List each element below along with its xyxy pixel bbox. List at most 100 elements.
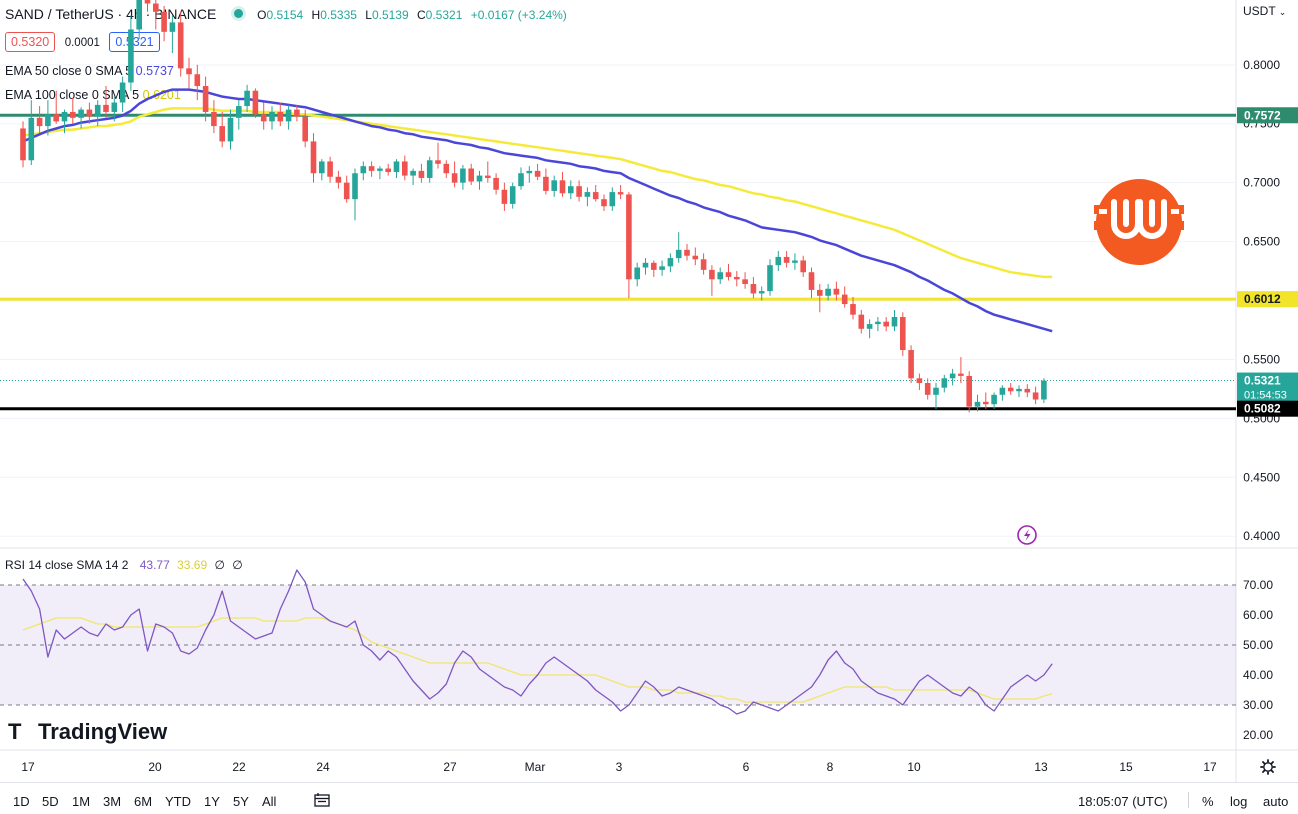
candle-body	[302, 116, 308, 142]
price-tick-label: 0.4000	[1243, 529, 1280, 543]
candle-body	[501, 189, 508, 204]
time-tick-label: Mar	[525, 760, 546, 774]
rsi-tick-label: 30.00	[1243, 698, 1273, 712]
candle-body	[709, 269, 715, 280]
close-value: 0.5321	[425, 8, 463, 22]
candle-body	[1016, 388, 1022, 392]
candle-body	[949, 373, 956, 379]
range-button[interactable]: All	[262, 794, 277, 809]
candle-body	[260, 114, 267, 122]
ema50-line	[22, 88, 1053, 333]
lightning-icon[interactable]	[1017, 525, 1037, 545]
candle-body	[1024, 388, 1031, 393]
tag-line-mid-bg	[1237, 291, 1298, 308]
range-button[interactable]: 1D	[13, 794, 30, 809]
candle-body	[551, 180, 557, 191]
log-toggle[interactable]: log	[1230, 794, 1248, 809]
range-button[interactable]: 5Y	[233, 794, 249, 809]
rsi-label: RSI 14 close SMA 14 2	[5, 558, 129, 572]
rsi-sma-value: 33.69	[177, 558, 208, 572]
candle-body	[1032, 392, 1039, 400]
candle-body	[410, 170, 416, 176]
candle-body	[368, 166, 375, 171]
date-range-icon[interactable]	[313, 792, 331, 811]
bottom-toolbar: 1D 5D 1M 3M 6M YTD 1Y 5Y All 18:05:07 (UTC) % lo…	[0, 782, 1298, 814]
range-button[interactable]: 3M	[103, 794, 122, 809]
candle-body	[974, 401, 981, 407]
candle-body	[377, 168, 383, 171]
rsi-tick-label: 50.00	[1243, 638, 1273, 652]
candle-body	[45, 114, 51, 127]
candle-body	[858, 314, 865, 329]
buy-price-box[interactable]: 0.5321	[109, 32, 160, 52]
candle-body	[933, 387, 939, 395]
close-label: C	[417, 8, 426, 22]
candle-body	[700, 259, 707, 270]
candle-body	[94, 104, 101, 117]
candle-body	[983, 401, 989, 405]
range-button[interactable]: 6M	[134, 794, 153, 809]
candle-body	[402, 161, 408, 176]
tradingview-watermark: T TradingView	[8, 719, 167, 745]
gear-icon[interactable]	[1260, 759, 1276, 775]
candle-body	[418, 170, 425, 178]
ema50-legend[interactable]: EMA 50 close 0 SMA 5 0.5737	[5, 64, 174, 78]
candle-body	[119, 82, 126, 103]
candle-body	[841, 294, 848, 305]
candle-body	[211, 111, 217, 127]
high-label: H	[311, 8, 321, 22]
candle-body	[153, 3, 159, 12]
tag-line-top: 0.7572	[1244, 108, 1281, 122]
rsi-extra1: ∅	[214, 558, 225, 572]
range-button[interactable]: YTD	[165, 794, 191, 809]
range-button[interactable]: 1M	[72, 794, 91, 809]
rsi-legend[interactable]: RSI 14 close SMA 14 2 43.77 33.69 ∅ ∅	[5, 558, 243, 572]
percent-toggle[interactable]: %	[1202, 794, 1214, 809]
candle-body	[1007, 387, 1014, 392]
chevron-down-icon: ⌄	[1278, 7, 1287, 17]
candle-body	[285, 109, 292, 122]
auto-toggle[interactable]: auto	[1263, 794, 1289, 809]
candle-body	[783, 256, 790, 263]
candle-body	[634, 267, 640, 280]
candle-body	[750, 284, 757, 294]
tradingview-logo-icon: T	[8, 719, 21, 744]
currency-selector[interactable]: USDT ⌄	[1243, 4, 1286, 18]
candle-body	[103, 104, 109, 112]
time-tick-label: 13	[1034, 760, 1048, 774]
candle-body	[236, 106, 242, 118]
price-tick-label: 0.8000	[1243, 58, 1280, 72]
divider	[1188, 792, 1189, 808]
candle-body	[626, 194, 632, 280]
candle-body	[343, 182, 350, 200]
candle-body	[227, 117, 234, 142]
candle-body	[78, 109, 84, 118]
candle-body	[468, 168, 474, 182]
candle-body	[277, 111, 284, 122]
time-tick-label: 6	[743, 760, 750, 774]
candle-body	[70, 111, 76, 118]
chart-canvas[interactable]: 0.80000.75000.70000.65000.60000.55000.50…	[0, 0, 1298, 782]
ema100-value: 0.6201	[142, 88, 181, 102]
candle-body	[568, 186, 574, 194]
tag-line-mid: 0.6012	[1244, 292, 1281, 306]
candle-body	[659, 266, 665, 270]
time-tick-label: 15	[1119, 760, 1133, 774]
candle-body	[443, 163, 450, 174]
open-value: 0.5154	[266, 8, 304, 22]
clock-label[interactable]: 18:05:07 (UTC)	[1078, 794, 1168, 809]
time-tick-label: 17	[21, 760, 35, 774]
candle-body	[219, 126, 225, 142]
candle-body	[1041, 380, 1047, 400]
sell-price-box[interactable]: 0.5320	[5, 32, 56, 52]
candle-body	[252, 90, 259, 115]
range-button[interactable]: 1Y	[204, 794, 220, 809]
time-tick-label: 17	[1203, 760, 1217, 774]
candle-body	[476, 175, 483, 182]
range-button[interactable]: 5D	[42, 794, 59, 809]
brand-logo	[1094, 179, 1184, 265]
candle-body	[991, 394, 997, 405]
candle-body	[576, 186, 582, 197]
candle-body	[792, 260, 798, 263]
candle-body	[518, 173, 524, 187]
